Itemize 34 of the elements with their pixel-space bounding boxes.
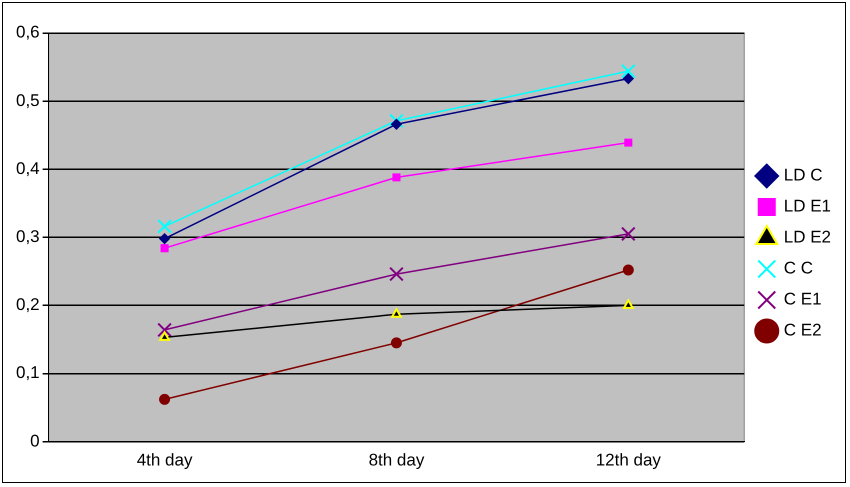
point (390, 118, 402, 130)
x-tick-label: 8th day (368, 450, 425, 470)
point (159, 394, 170, 405)
legend-label: C E2 (784, 320, 822, 340)
y-tick-label: 0,1 (16, 363, 40, 382)
point (390, 337, 402, 348)
y-tick-label: 0,2 (16, 295, 40, 314)
legend-label: C C (784, 258, 814, 278)
point (620, 64, 636, 78)
point (392, 173, 400, 182)
y-tick-label: 0,3 (16, 226, 40, 246)
y-tick-label: 0,6 (16, 22, 40, 42)
y-tick-label: 0,4 (16, 158, 40, 178)
point (157, 219, 172, 234)
y-tick-label: 0 (30, 431, 40, 450)
point (391, 308, 402, 318)
y-tick-label: 0,5 (16, 90, 40, 110)
legend-label: LD C (784, 166, 822, 185)
point (622, 264, 634, 276)
point (620, 226, 636, 242)
point (389, 113, 404, 128)
point (624, 138, 632, 147)
legend-label: LD E2 (784, 228, 831, 247)
point (389, 266, 404, 282)
point (622, 73, 634, 84)
point (157, 322, 172, 338)
legend-label: C E1 (784, 290, 822, 309)
point (159, 233, 170, 244)
point (622, 299, 634, 309)
point (160, 244, 169, 252)
x-tick-label: 12th day (596, 450, 662, 470)
legend-label: LD E1 (784, 196, 831, 216)
x-tick-label: 4th day (136, 450, 193, 470)
point (159, 331, 170, 341)
